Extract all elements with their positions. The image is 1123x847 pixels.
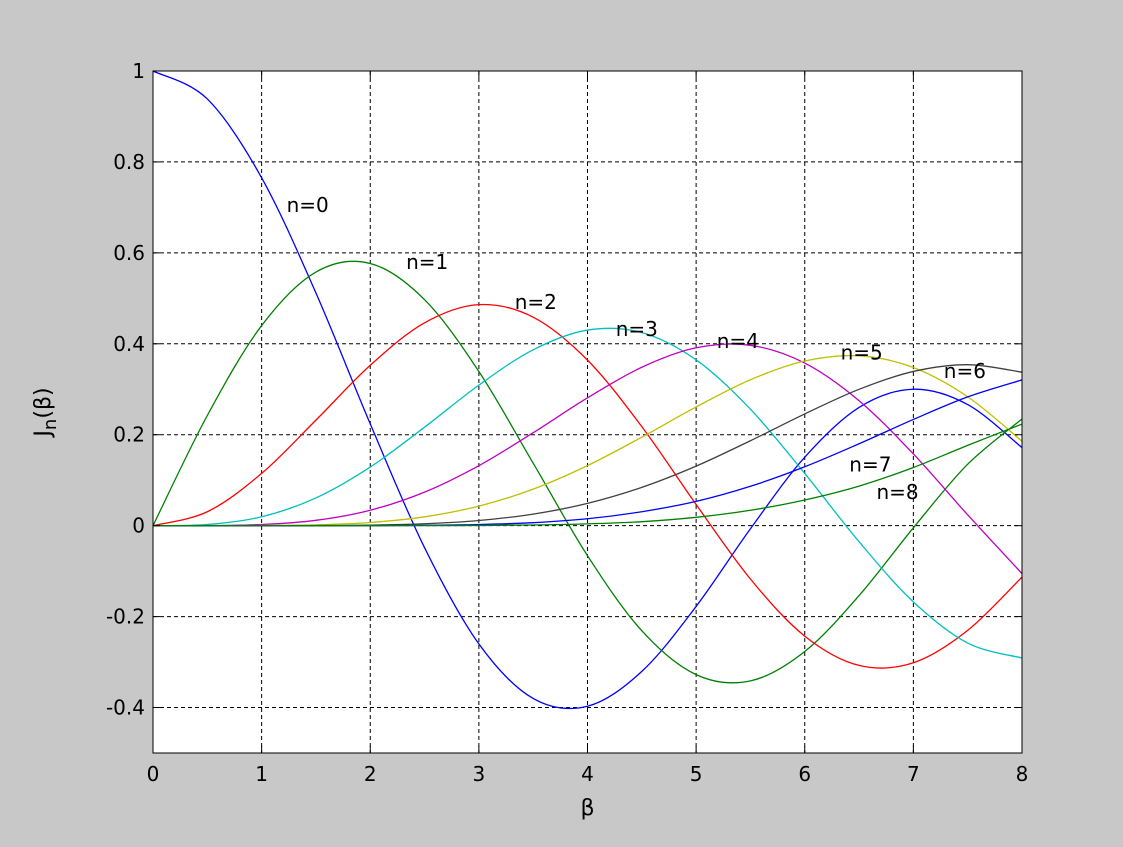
series-line-n-0 <box>152 70 1023 710</box>
annotation-n-4: n=4 <box>717 329 759 353</box>
series-line-n-2 <box>152 303 1023 669</box>
x-tick-label: 3 <box>473 762 486 786</box>
annotation-n-7: n=7 <box>849 453 891 477</box>
x-tick-label: 8 <box>1016 762 1029 786</box>
x-tick-label: 6 <box>798 762 811 786</box>
series-annotations: n=0 n=1 n=2 n=3 n=4 n=5 n=6 n=7 n=8 <box>287 193 986 504</box>
tick-marks: 0 1 2 3 4 5 6 7 8 -0.4 -0.2 0 0.2 0.4 0.6 0.8 1 <box>106 59 1028 786</box>
series-line-n-3 <box>152 327 1023 659</box>
series-line-n-4 <box>152 343 1023 575</box>
x-tick-label: 5 <box>690 762 703 786</box>
annotation-n-5: n=5 <box>841 340 883 364</box>
annotation-n-8: n=8 <box>876 480 918 504</box>
y-tick-label: 0.4 <box>113 332 145 356</box>
grid-lines <box>153 71 1022 753</box>
series-line-n-8 <box>153 423 1023 527</box>
y-tick-label: -0.4 <box>106 696 145 720</box>
annotation-n-2: n=2 <box>515 290 557 314</box>
y-axis-label-main: J <box>31 430 56 439</box>
y-tick-label: 0 <box>132 514 145 538</box>
annotation-n-6: n=6 <box>944 359 986 383</box>
y-tick-label: -0.2 <box>106 605 145 629</box>
y-axis-label-tail: (β) <box>31 387 56 418</box>
axes-background <box>153 71 1022 753</box>
series-lines <box>152 70 1023 710</box>
x-tick-label: 4 <box>581 762 594 786</box>
x-tick-label: 2 <box>364 762 377 786</box>
x-axis-label: β <box>580 796 594 821</box>
y-tick-label: 0.2 <box>113 423 145 447</box>
y-axis-label-subscript: n <box>40 419 61 430</box>
annotation-n-3: n=3 <box>616 317 658 341</box>
y-tick-label: 0.6 <box>113 241 145 265</box>
x-tick-label: 7 <box>907 762 920 786</box>
y-tick-label: 1 <box>132 59 145 83</box>
x-tick-label: 1 <box>255 762 268 786</box>
x-tick-label: 0 <box>147 762 160 786</box>
annotation-n-1: n=1 <box>406 250 448 274</box>
y-tick-label: 0.8 <box>113 150 145 174</box>
annotation-n-0: n=0 <box>287 193 329 217</box>
y-axis-label: Jn(β) <box>31 387 61 438</box>
series-line-n-1 <box>152 260 1023 684</box>
